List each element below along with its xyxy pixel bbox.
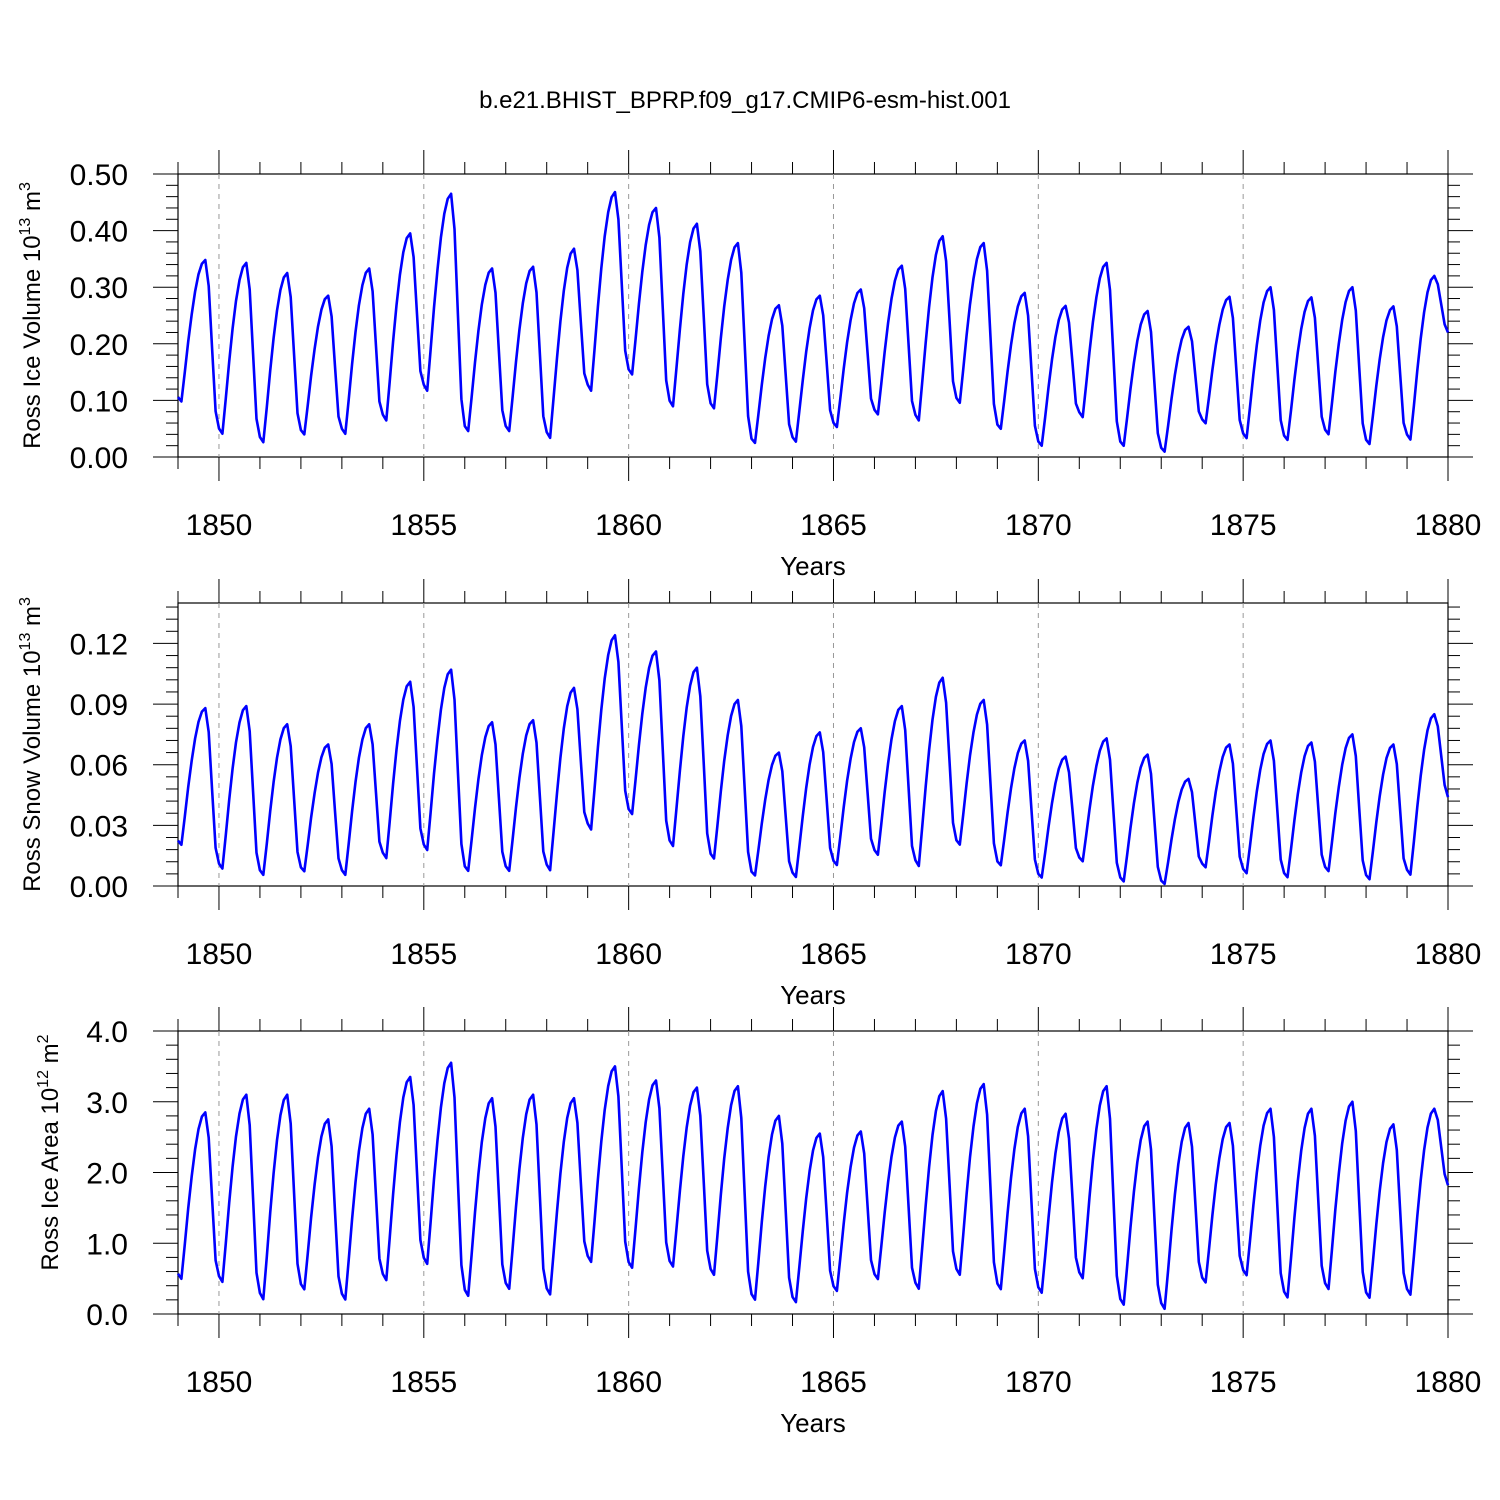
x-tick-label: 1880	[1415, 509, 1482, 542]
series-line	[176, 634, 1450, 886]
x-tick-label: 1855	[390, 509, 457, 542]
series-line	[176, 190, 1450, 453]
plot-frame	[177, 602, 1449, 887]
y-label-text: Ross Snow Volume 10	[19, 650, 46, 891]
y-axis-label: Ross Snow Volume 1013 m3	[17, 597, 46, 892]
panel-3: 1850 1855 1860 1865 1870 1875 1880 Years 0.0 1.0 2…	[35, 1007, 1481, 1438]
y-tick-label: 2.0	[86, 1158, 128, 1191]
y-label-unit-exponent: 3	[17, 597, 34, 606]
y-tick-label: 0.00	[70, 871, 128, 904]
x-axis-label: Years	[780, 1408, 846, 1438]
x-tick-label: 1850	[186, 1366, 253, 1399]
y-tick-label: 0.40	[70, 216, 128, 249]
x-axis-label: Years	[780, 980, 846, 1010]
y-label-exponent: 12	[35, 1070, 52, 1088]
figure-title: b.e21.BHIST_BPRP.f09_g17.CMIP6-esm-hist.…	[479, 87, 1011, 114]
x-tick-label: 1855	[390, 938, 457, 971]
y-label-text: Ross Ice Volume 10	[19, 235, 46, 448]
plot-frame	[177, 173, 1449, 458]
panel-1: 1850 1855 1860 1865 1870 1875 1880 Years 0.00 0.1…	[17, 150, 1481, 581]
y-tick-label: 3.0	[86, 1087, 128, 1120]
x-tick-label: 1880	[1415, 1366, 1482, 1399]
y-tick-label: 0.0	[86, 1299, 128, 1332]
x-axis-label: Years	[780, 551, 846, 581]
y-tick-label: 0.50	[70, 159, 128, 192]
x-tick-label: 1860	[595, 938, 662, 971]
y-label-unit: m	[19, 606, 46, 633]
y-label-unit: m	[19, 191, 46, 218]
y-tick-label: 0.30	[70, 272, 128, 305]
y-axis-label: Ross Ice Area 1012 m2	[35, 1034, 64, 1270]
y-tick-label: 0.06	[70, 750, 128, 783]
y-axis-label: Ross Ice Volume 1013 m3	[17, 182, 46, 449]
x-tick-label: 1850	[186, 938, 253, 971]
x-tick-label: 1865	[800, 1366, 867, 1399]
x-tick-label: 1875	[1210, 509, 1277, 542]
panels: 1850 1855 1860 1865 1870 1875 1880 Years 0.00 0.1…	[17, 150, 1481, 1438]
x-tick-label: 1865	[800, 938, 867, 971]
y-tick-label: 0.09	[70, 689, 128, 722]
y-tick-label: 1.0	[86, 1228, 128, 1261]
y-label-exponent: 13	[17, 218, 34, 236]
x-tick-label: 1880	[1415, 938, 1482, 971]
x-tick-label: 1870	[1005, 509, 1072, 542]
x-tick-label: 1865	[800, 509, 867, 542]
y-tick-label: 0.12	[70, 628, 128, 661]
y-tick-label: 0.00	[70, 442, 128, 475]
x-tick-label: 1875	[1210, 938, 1277, 971]
y-label-text: Ross Ice Area 10	[37, 1088, 64, 1271]
series-line	[176, 1061, 1450, 1311]
y-tick-label: 0.20	[70, 329, 128, 362]
y-tick-label: 0.03	[70, 810, 128, 843]
y-label-unit-exponent: 2	[35, 1034, 52, 1043]
x-tick-label: 1870	[1005, 1366, 1072, 1399]
x-tick-label: 1875	[1210, 1366, 1277, 1399]
y-label-unit-exponent: 3	[17, 182, 34, 191]
x-tick-label: 1860	[595, 509, 662, 542]
x-tick-label: 1855	[390, 1366, 457, 1399]
y-label-unit: m	[37, 1043, 64, 1070]
y-tick-label: 4.0	[86, 1016, 128, 1049]
x-tick-label: 1850	[186, 509, 253, 542]
y-label-exponent: 13	[17, 633, 34, 651]
x-tick-label: 1870	[1005, 938, 1072, 971]
panel-2: 1850 1855 1860 1865 1870 1875 1880 Years 0.00 0.0…	[17, 579, 1481, 1010]
y-tick-label: 0.10	[70, 385, 128, 418]
x-tick-label: 1860	[595, 1366, 662, 1399]
